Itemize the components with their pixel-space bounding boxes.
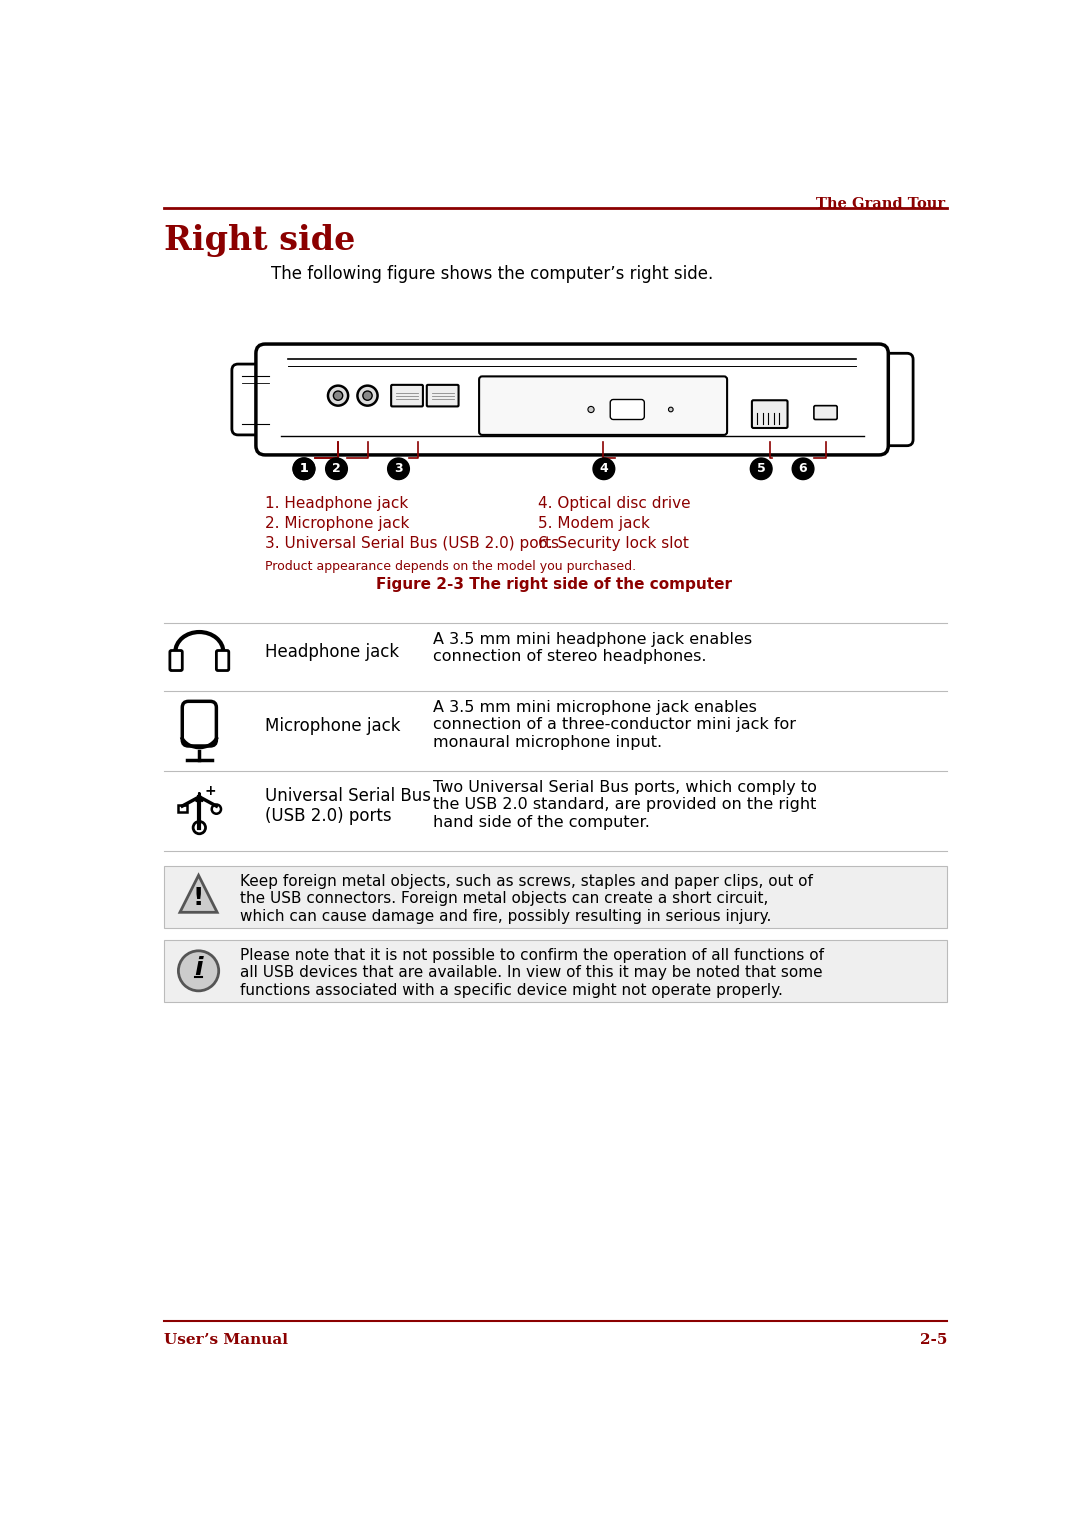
FancyBboxPatch shape (480, 377, 727, 435)
Circle shape (588, 406, 594, 412)
Text: 5. Modem jack: 5. Modem jack (538, 516, 650, 531)
FancyBboxPatch shape (814, 406, 837, 420)
Circle shape (793, 458, 814, 479)
Text: 6. Security lock slot: 6. Security lock slot (538, 536, 689, 551)
Text: Universal Serial Bus
(USB 2.0) ports: Universal Serial Bus (USB 2.0) ports (266, 786, 431, 826)
Circle shape (388, 458, 409, 479)
FancyBboxPatch shape (427, 385, 459, 406)
Text: Keep foreign metal objects, such as screws, staples and paper clips, out of
the : Keep foreign metal objects, such as scre… (240, 874, 812, 923)
Text: 1: 1 (299, 462, 308, 475)
Bar (177, 804, 187, 812)
Text: Microphone jack: Microphone jack (266, 717, 401, 736)
Text: 2. Microphone jack: 2. Microphone jack (266, 516, 409, 531)
Text: 2-5: 2-5 (920, 1334, 947, 1347)
Text: 3. Universal Serial Bus (USB 2.0) ports: 3. Universal Serial Bus (USB 2.0) ports (266, 536, 559, 551)
Circle shape (293, 458, 314, 479)
FancyBboxPatch shape (232, 365, 275, 435)
Circle shape (357, 386, 378, 406)
Circle shape (326, 458, 348, 479)
Text: 4. Optical disc drive: 4. Optical disc drive (538, 496, 690, 511)
Circle shape (334, 391, 342, 400)
Circle shape (193, 821, 205, 833)
FancyBboxPatch shape (864, 354, 913, 446)
Text: Figure 2-3 The right side of the computer: Figure 2-3 The right side of the compute… (376, 577, 731, 592)
FancyBboxPatch shape (391, 385, 423, 406)
Polygon shape (180, 876, 217, 913)
FancyBboxPatch shape (610, 400, 645, 420)
Text: 6: 6 (799, 462, 808, 475)
Text: The following figure shows the computer’s right side.: The following figure shows the computer’… (271, 264, 713, 282)
Text: 1: 1 (299, 462, 308, 475)
Text: Right side: Right side (164, 224, 355, 256)
Circle shape (328, 386, 348, 406)
FancyBboxPatch shape (752, 400, 787, 427)
Circle shape (363, 391, 373, 400)
Text: A 3.5 mm mini headphone jack enables
connection of stereo headphones.: A 3.5 mm mini headphone jack enables con… (433, 632, 753, 664)
FancyBboxPatch shape (164, 867, 947, 928)
Circle shape (593, 458, 615, 479)
Text: +: + (204, 784, 216, 798)
Text: !: ! (193, 887, 204, 911)
FancyBboxPatch shape (256, 343, 889, 455)
Text: The Grand Tour: The Grand Tour (815, 197, 945, 211)
Circle shape (212, 804, 221, 813)
Text: 5: 5 (757, 462, 766, 475)
Circle shape (293, 458, 314, 479)
Circle shape (669, 407, 673, 412)
Text: Two Universal Serial Bus ports, which comply to
the USB 2.0 standard, are provid: Two Universal Serial Bus ports, which co… (433, 780, 818, 830)
Text: Please note that it is not possible to confirm the operation of all functions of: Please note that it is not possible to c… (240, 948, 824, 998)
Circle shape (751, 458, 772, 479)
Text: User’s Manual: User’s Manual (164, 1334, 288, 1347)
Text: i: i (194, 955, 203, 980)
Text: 1. Headphone jack: 1. Headphone jack (266, 496, 408, 511)
Text: Product appearance depends on the model you purchased.: Product appearance depends on the model … (266, 560, 636, 574)
FancyBboxPatch shape (216, 650, 229, 670)
Text: A 3.5 mm mini microphone jack enables
connection of a three-conductor mini jack : A 3.5 mm mini microphone jack enables co… (433, 700, 796, 749)
FancyBboxPatch shape (164, 940, 947, 1001)
Text: 2: 2 (333, 462, 341, 475)
FancyBboxPatch shape (170, 650, 183, 670)
Text: 3: 3 (394, 462, 403, 475)
Text: 4: 4 (599, 462, 608, 475)
Text: Headphone jack: Headphone jack (266, 642, 400, 661)
FancyBboxPatch shape (183, 702, 216, 746)
Circle shape (178, 951, 219, 990)
